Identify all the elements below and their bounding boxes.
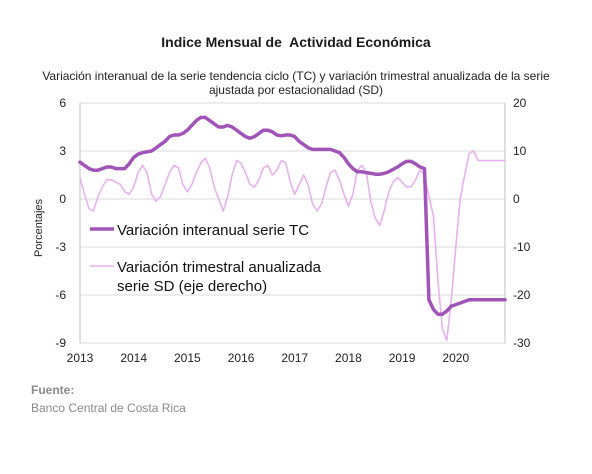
y-left-tick-label: 6 xyxy=(59,96,66,110)
y-left-tick-label: -3 xyxy=(55,240,66,254)
y-right-tick-label: -10 xyxy=(513,240,531,254)
y-axis-label: Porcentajes xyxy=(33,198,45,257)
y-right-tick-label: 10 xyxy=(513,144,527,158)
legend-label-sd-line1: Variación trimestral anualizada xyxy=(117,259,322,276)
series-line-sd xyxy=(79,150,506,342)
x-tick-label: 2016 xyxy=(228,351,255,365)
y-right-tick-label: -20 xyxy=(513,288,531,302)
legend: Variación interanual serie TC Variación … xyxy=(90,222,325,295)
legend-label-sd-line2: serie SD (eje derecho) xyxy=(117,278,267,295)
y-right-tick-label: 0 xyxy=(513,192,520,206)
series-lines xyxy=(78,115,507,342)
y-right-tick-label: 20 xyxy=(513,96,527,110)
axes: 6 20 3 10 0 0 -3 -10 -6 -20 -9 -30 2013 2014 2015 2016 2… xyxy=(55,96,530,365)
source-text: Banco Central de Costa Rica xyxy=(31,401,186,415)
chart-title: Indice Mensual de Actividad Económica xyxy=(161,34,431,50)
x-tick-label: 2020 xyxy=(442,351,469,365)
y-left-tick-label: 0 xyxy=(59,192,66,206)
legend-label-tc: Variación interanual serie TC xyxy=(117,222,309,239)
y-left-tick-label: -6 xyxy=(55,288,66,302)
chart-subtitle: Variación interanual de la serie tendenc… xyxy=(42,69,550,97)
x-tick-label: 2017 xyxy=(281,351,308,365)
x-tick-label: 2013 xyxy=(67,351,94,365)
x-tick-label: 2014 xyxy=(120,351,147,365)
x-tick-label: 2019 xyxy=(389,351,416,365)
series-line-tc xyxy=(78,115,507,316)
legend-label-sd: Variación trimestral anualizada serie SD… xyxy=(117,259,325,295)
y-left-tick-label: -9 xyxy=(55,336,66,350)
x-tick-label: 2018 xyxy=(335,351,362,365)
y-right-tick-label: -30 xyxy=(513,336,531,350)
source-label: Fuente: xyxy=(31,383,75,397)
x-tick-label: 2015 xyxy=(174,351,201,365)
y-left-tick-label: 3 xyxy=(59,144,66,158)
